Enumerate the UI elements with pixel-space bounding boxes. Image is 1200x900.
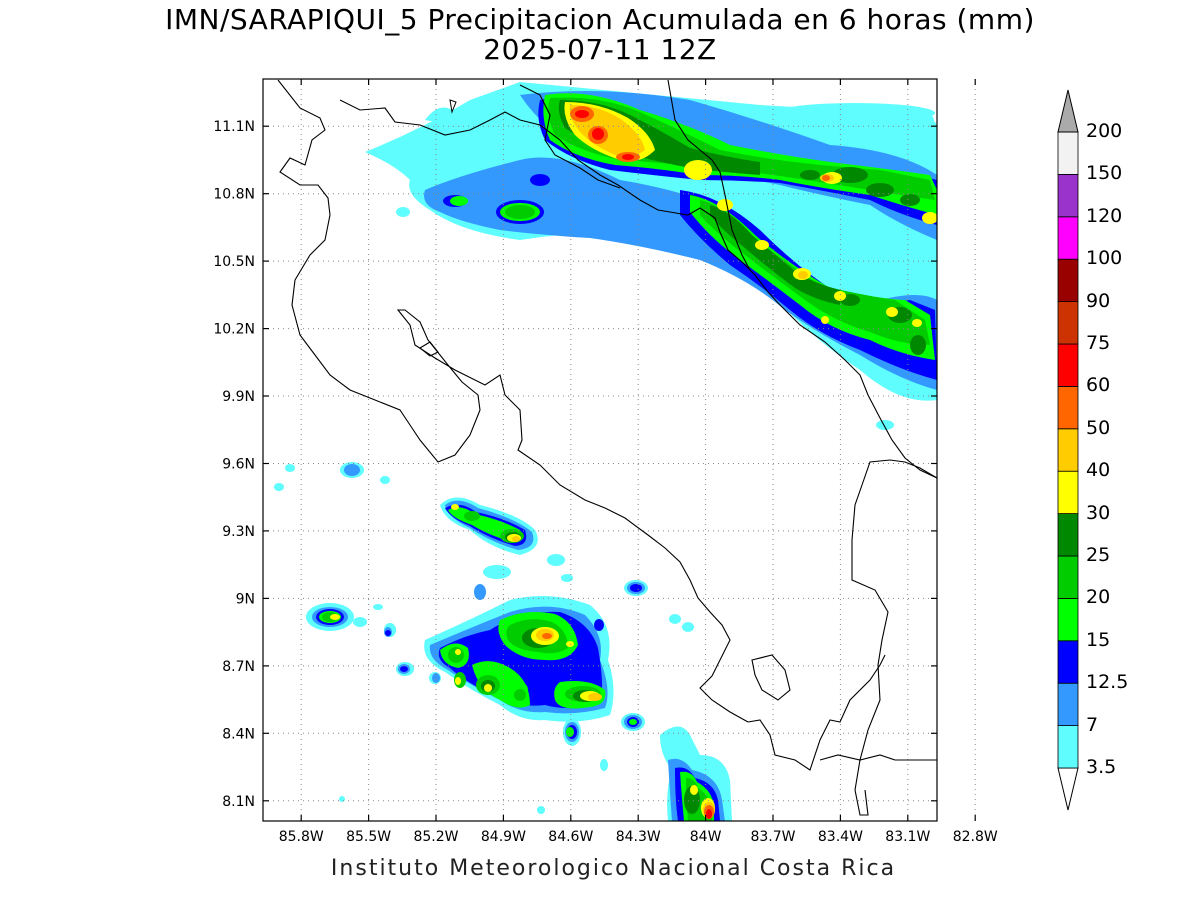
colorbar-label: 90 [1086,289,1111,312]
y-tick-label: 9N [236,591,255,607]
colorbar-label: 25 [1086,544,1111,566]
x-tick-label: 83.1W [885,829,930,845]
colorbar-label: 120 [1086,204,1123,227]
x-tick-label: 83.4W [818,829,863,845]
precipitation-field [274,82,937,821]
colorbar-swatch [1057,640,1079,684]
y-tick-label: 10.5N [213,254,255,270]
x-tick-label: 82.8W [953,829,998,845]
colorbar-swatch [1057,725,1079,769]
x-tick-label: 85.8W [279,829,324,845]
colorbar-swatch [1057,682,1079,727]
precip-level-60 [575,110,712,819]
colorbar-swatch [1057,216,1079,260]
colorbar-swatch [1057,513,1079,557]
colorbar-label: 40 [1086,459,1111,482]
colorbar-label: 20 [1086,586,1111,609]
colorbar-swatch [1057,555,1079,599]
colorbar-label: 30 [1086,501,1111,524]
colorbar-swatch [1057,173,1079,218]
x-tick-label: 85.2W [413,829,458,845]
x-tick-label: 84W [690,829,722,845]
colorbar-label: 15 [1086,628,1111,651]
colorbar-swatch [1057,301,1079,345]
y-tick-label: 11.1N [213,119,255,135]
colorbar-swatch [1057,385,1079,430]
x-tick-label: 84.3W [616,829,661,845]
y-tick-label: 10.8N [213,187,255,203]
map-title: IMN/SARAPIQUI_5 Precipitacion Acumulada … [165,3,1035,36]
colorbar-label: 50 [1086,416,1111,439]
y-tick-label: 9.3N [222,524,255,540]
x-tick-label: 84.9W [481,829,526,845]
y-tick-label: 9.6N [222,457,255,473]
colorbar-label: 200 [1086,120,1123,142]
colorbar [1057,89,1079,811]
colorbar-swatch [1057,428,1079,472]
colorbar-swatch [1057,258,1079,303]
colorbar-label: 60 [1086,374,1111,397]
colorbar-top-arrow [1057,89,1079,133]
y-tick-label: 8.4N [222,726,255,742]
x-tick-label: 85.5W [346,829,391,845]
colorbar-label: 75 [1086,332,1111,354]
y-tick-label: 10.2N [213,322,255,338]
colorbar-label: 100 [1086,247,1123,270]
y-tick-label: 8.7N [222,659,255,675]
y-tick-label: 8.1N [222,794,255,810]
lat-lon-grid [263,79,976,821]
colorbar-bottom-arrow [1057,767,1079,811]
credit-text: Instituto Meteorologico Nacional Costa R… [330,856,897,881]
colorbar-swatch [1057,470,1079,515]
colorbar-label: 150 [1086,162,1123,185]
colorbar-swatch [1057,598,1079,642]
x-tick-label: 83.7W [750,829,795,845]
colorbar-label: 12.5 [1086,671,1129,694]
x-tick-label: 84.6W [548,829,593,845]
y-tick-label: 9.9N [222,389,255,405]
colorbar-label: 3.5 [1086,756,1117,778]
colorbar-swatch [1057,131,1079,175]
colorbar-label: 7 [1086,713,1099,736]
map-date: 2025-07-11 12Z [483,33,717,66]
colorbar-swatch [1057,343,1079,387]
coastlines [277,79,937,816]
map-frame [262,78,938,822]
